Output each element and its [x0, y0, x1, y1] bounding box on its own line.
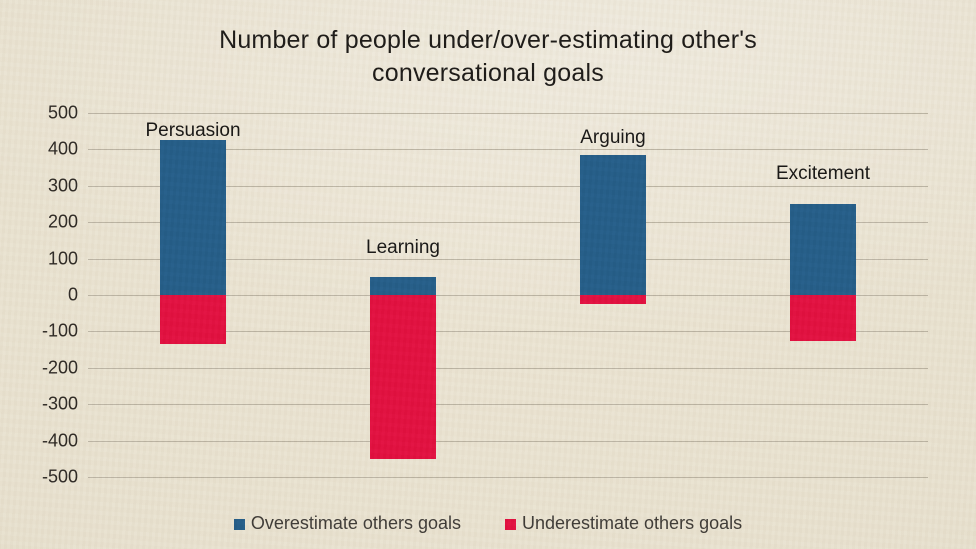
legend-swatch-overestimate [233, 519, 245, 530]
legend-swatch-underestimate [504, 519, 516, 530]
bar-underestimate-excitement [790, 295, 856, 341]
legend-label-underestimate: Underestimate others goals [521, 513, 743, 533]
y-tick-label--500: -500 [41, 466, 78, 487]
y-tick-label-0: 0 [67, 284, 78, 305]
y-tick-label--400: -400 [41, 430, 78, 451]
chart-title-line-2: conversational goals [372, 59, 604, 87]
bar-overestimate-persuasion [160, 140, 226, 295]
legend-item-overestimate: Overestimate others goals [233, 513, 461, 534]
y-tick-label--200: -200 [41, 357, 78, 378]
category-label-excitement: Excitement [776, 163, 870, 184]
y-tick-label-400: 400 [47, 138, 78, 159]
y-tick-label-500: 500 [47, 102, 78, 123]
category-label-arguing: Arguing [580, 127, 646, 148]
gridline--500 [88, 477, 928, 478]
y-tick-label-300: 300 [47, 175, 78, 196]
bar-overestimate-learning [370, 276, 436, 295]
gridline-400 [88, 149, 928, 151]
y-tick-label-100: 100 [47, 248, 78, 269]
gridline--100 [88, 331, 928, 333]
gridline--400 [88, 440, 928, 442]
plot-area [88, 113, 928, 478]
gridline-300 [88, 185, 928, 187]
y-tick-label-200: 200 [47, 211, 78, 232]
legend-label-overestimate: Overestimate others goals [250, 513, 461, 533]
bar-underestimate-learning [370, 295, 436, 459]
bar-overestimate-arguing [580, 154, 646, 295]
gridline-200 [88, 222, 928, 224]
category-label-persuasion: Persuasion [145, 120, 241, 141]
category-label-learning: Learning [366, 237, 440, 258]
legend-item-underestimate: Underestimate others goals [504, 513, 743, 534]
gridline-0 [88, 295, 928, 296]
y-axis-tick-labels: 500 400 300 200 100 0 -100 -200 -300 -400 -500 [0, 0, 78, 549]
y-tick-label--100: -100 [41, 320, 78, 341]
bar-underestimate-arguing [580, 295, 646, 305]
gridline--300 [88, 404, 928, 406]
chart-title-line-1: Number of people under/over-estimating o… [219, 26, 757, 54]
gridline-500 [88, 113, 928, 114]
gridline-100 [88, 258, 928, 260]
bar-underestimate-persuasion [160, 295, 226, 345]
bar-overestimate-excitement [790, 204, 856, 295]
legend: Overestimate others goals Underestimate o… [0, 513, 976, 534]
chart-title: Number of people under/over-estimating o… [0, 24, 976, 90]
y-tick-label--300: -300 [41, 393, 78, 414]
gridline--200 [88, 367, 928, 369]
